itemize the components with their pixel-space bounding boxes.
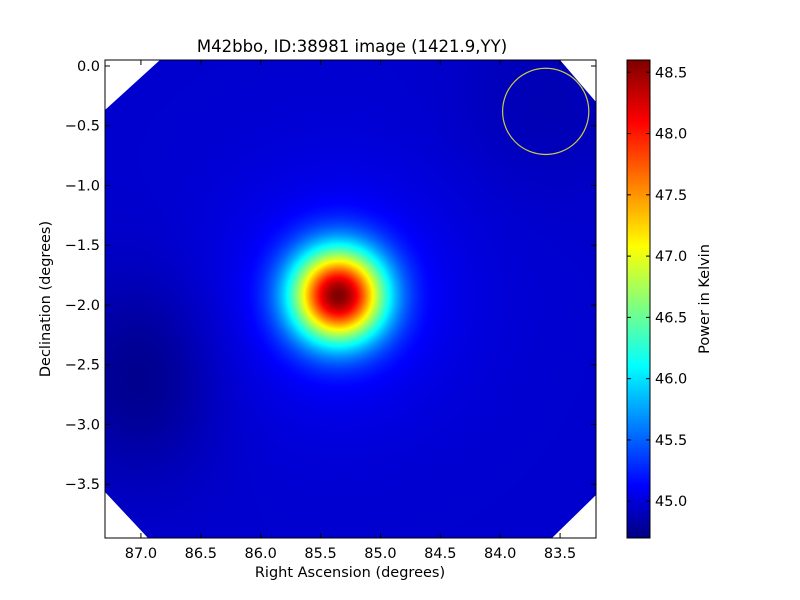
plot-frame <box>104 59 597 539</box>
x-tick-label: 83.5 <box>544 546 576 562</box>
colorbar-tick-label: 47.0 <box>655 249 687 265</box>
colorbar-tick-label: 48.0 <box>655 127 687 143</box>
x-tick-label: 86.5 <box>185 546 217 562</box>
colorbar-axis: 45.0 45.5 46.0 46.5 47.0 47.5 48.0 48.5 <box>627 65 687 510</box>
x-tick-label: 84.0 <box>484 546 516 562</box>
y-axis: 0.0 −0.5 −1.0 −1.5 −2.0 −2.5 −3.0 −3.5 <box>65 59 596 493</box>
y-tick-label: −2.5 <box>65 358 100 374</box>
x-tick-label: 85.5 <box>304 546 336 562</box>
y-tick-label: −0.5 <box>65 119 100 135</box>
beam-circle <box>501 67 590 156</box>
heatmap-image <box>105 60 596 538</box>
colorbar-tick-label: 45.0 <box>655 494 687 510</box>
x-tick-label: 86.0 <box>245 546 277 562</box>
colorbar-tick-label: 45.5 <box>655 433 687 449</box>
y-tick-label: −3.5 <box>65 477 100 493</box>
x-tick-label: 84.5 <box>424 546 456 562</box>
chart-title: M42bbo, ID:38981 image (1421.9,YY) <box>197 37 507 56</box>
y-tick-label: −1.5 <box>65 238 100 254</box>
y-axis-label: Declination (degrees) <box>38 221 54 377</box>
x-axis-label: Right Ascension (degrees) <box>255 565 445 581</box>
colorbar-tick-label: 46.5 <box>655 310 687 326</box>
colorbar-tick-label: 48.5 <box>655 65 687 81</box>
colorbar-label: Power in Kelvin <box>697 244 713 354</box>
y-tick-label: −2.0 <box>65 298 100 314</box>
x-axis: 87.0 86.5 86.0 85.5 85.0 84.5 84.0 83.5 <box>125 60 576 562</box>
y-tick-label: −1.0 <box>65 178 100 194</box>
colorbar-tick-label: 47.5 <box>655 188 687 204</box>
x-tick-label: 87.0 <box>125 546 157 562</box>
y-tick-label: 0.0 <box>77 59 100 75</box>
colorbar <box>626 59 651 539</box>
colorbar-tick-label: 46.0 <box>655 372 687 388</box>
y-tick-label: −3.0 <box>65 417 100 433</box>
x-tick-label: 85.0 <box>364 546 396 562</box>
heatmap-raster <box>105 60 596 538</box>
